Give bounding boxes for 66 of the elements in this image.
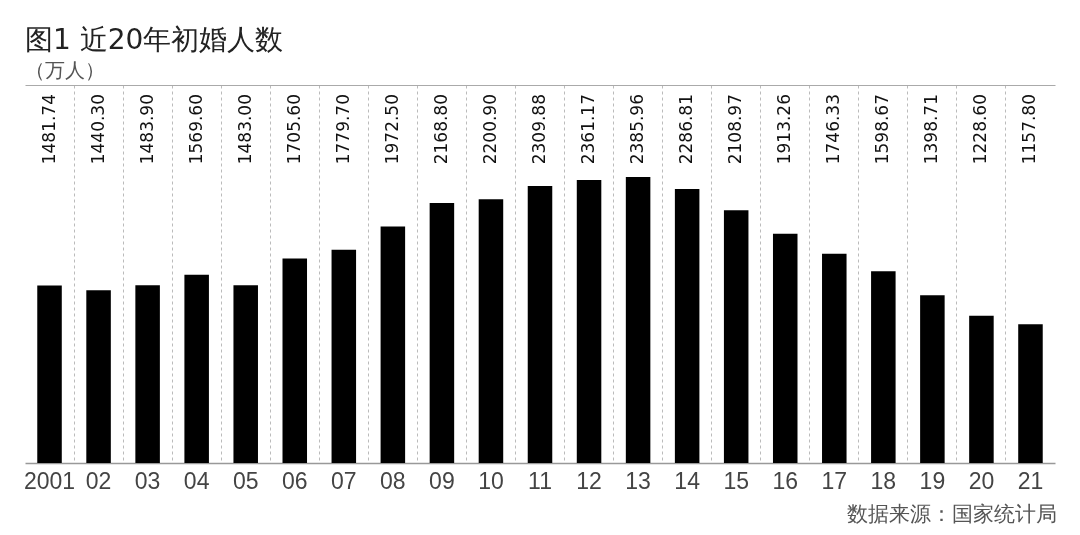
data-label: 1157.80 [1019, 94, 1040, 165]
chart-title: 图1 近20年初婚人数 [25, 23, 284, 56]
data-label: 1972.50 [381, 94, 402, 165]
bar [86, 290, 111, 463]
bar [478, 199, 504, 463]
x-tick-label: 06 [281, 467, 308, 494]
x-tick-label: 17 [821, 467, 848, 494]
bar [625, 177, 651, 463]
x-tick-label: 19 [919, 467, 946, 494]
x-tick-label: 05 [232, 467, 259, 494]
bar [772, 233, 798, 463]
data-label: 1598.67 [872, 94, 893, 165]
bar [184, 274, 209, 463]
x-tick-label: 07 [331, 467, 357, 494]
x-tick-label: 15 [723, 467, 749, 494]
data-label: 1440.30 [87, 94, 108, 165]
x-tick-label: 18 [870, 467, 897, 494]
bar [527, 186, 553, 463]
x-tick-label: 09 [429, 467, 455, 494]
x-tick-label: 08 [380, 467, 406, 494]
data-label: 1483.90 [136, 94, 157, 165]
data-label: 1705.60 [283, 94, 304, 165]
x-tick-label: 02 [85, 467, 112, 494]
bar [380, 226, 406, 463]
data-label: 1481.74 [38, 94, 59, 165]
data-label: 2200.90 [479, 94, 500, 165]
data-label: 1746.33 [823, 94, 844, 165]
bar [331, 249, 357, 463]
bar [871, 271, 896, 463]
data-label: 2168.80 [430, 94, 451, 165]
data-label: 2385.96 [627, 94, 648, 165]
data-label: 2309.88 [529, 94, 549, 165]
data-label: 1398.71 [921, 94, 942, 165]
x-tick-label: 14 [674, 467, 701, 494]
bar [969, 315, 994, 463]
bar [1018, 324, 1043, 463]
data-label: 1779.70 [332, 94, 353, 165]
data-label: 1913.26 [774, 94, 795, 165]
bar [233, 285, 258, 463]
data-label: 1483.00 [234, 94, 255, 165]
x-tick-label: 20 [968, 467, 995, 494]
bar [37, 285, 62, 463]
bar [135, 285, 160, 463]
x-tick-label: 12 [576, 467, 602, 494]
x-tick-label: 16 [772, 467, 799, 494]
bar [429, 203, 455, 463]
x-tick-label: 03 [134, 467, 161, 494]
data-label: 1569.60 [185, 94, 206, 165]
bar [576, 179, 602, 463]
x-tick-label: 13 [625, 467, 651, 494]
bar [674, 188, 700, 463]
bar [822, 253, 847, 463]
data-label: 1228.60 [970, 94, 991, 165]
bar [282, 258, 308, 463]
source-note: 数据来源：国家统计局 [847, 502, 1057, 526]
data-label: 2361.17 [578, 94, 599, 165]
x-tick-label: 10 [478, 467, 504, 494]
data-label: 2286.81 [676, 94, 697, 165]
x-tick-label: 04 [183, 467, 210, 494]
bar [920, 295, 945, 463]
x-tick-label: 2001 [23, 467, 76, 494]
x-tick-label: 11 [528, 467, 552, 494]
data-label: 2108.97 [725, 94, 746, 165]
bar [723, 210, 749, 463]
x-tick-label: 21 [1017, 467, 1044, 494]
chart-subtitle: （万人） [25, 58, 105, 82]
